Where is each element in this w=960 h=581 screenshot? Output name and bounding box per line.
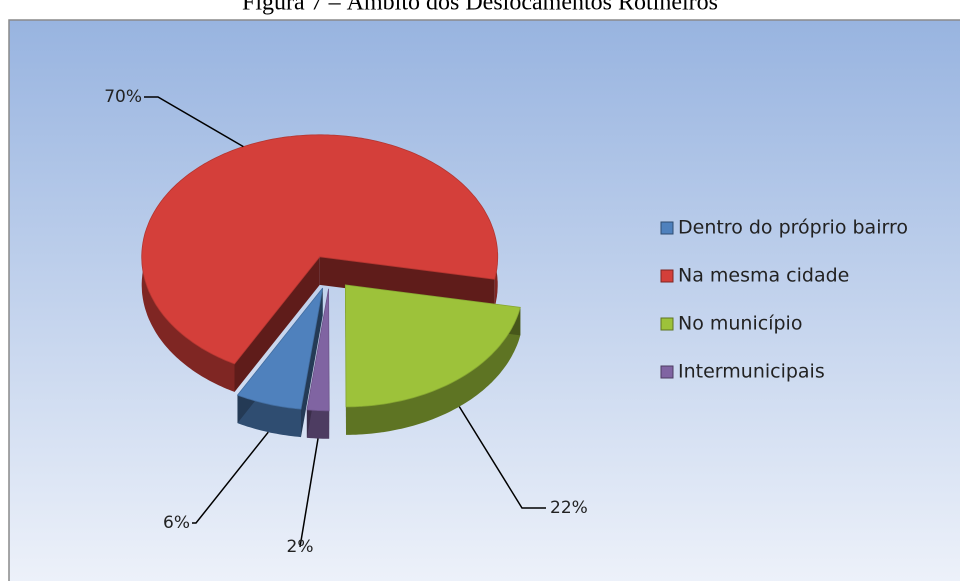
slice (141, 134, 499, 365)
data-label: 6% (163, 513, 190, 533)
data-label: 22% (550, 498, 588, 518)
slice-side (346, 307, 521, 435)
legend-label: No município (678, 313, 802, 335)
leader-line (192, 431, 269, 524)
legend-swatch (660, 269, 674, 283)
slice (236, 287, 324, 410)
slice-wall (319, 256, 495, 308)
slice (344, 284, 521, 408)
labels: 6% Dentro do próprio bairro 70% Na mesma ci… (104, 87, 908, 557)
legend-label: Na mesma cidade (678, 265, 849, 287)
leader-line (144, 96, 244, 148)
legend-swatch (660, 365, 674, 379)
legend-label: Intermunicipais (678, 361, 825, 383)
slice-side (306, 409, 330, 439)
data-label: 2% (287, 537, 314, 557)
pie-tops (141, 134, 521, 412)
slice-side (237, 395, 301, 438)
slice (306, 288, 330, 412)
slice-wall (234, 256, 320, 392)
legend-swatch (660, 317, 674, 331)
legend-swatch (660, 221, 674, 235)
leader-line (299, 438, 319, 548)
chart-title: Figura 7 – Âmbito dos Deslocamentos Roti… (242, 0, 718, 16)
data-label: 70% (104, 87, 142, 107)
slice-wall (300, 287, 323, 438)
legend-label: Dentro do próprio bairro (678, 217, 908, 239)
leader-line (458, 406, 546, 509)
